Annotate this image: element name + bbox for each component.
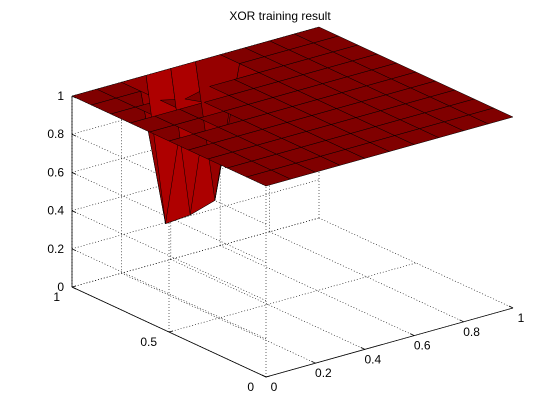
grid-line xyxy=(168,262,417,333)
x-tick-mark xyxy=(261,374,267,378)
z-tick-label: 0 xyxy=(57,280,64,294)
x-tick-label: 0.6 xyxy=(414,339,431,353)
axes-layer xyxy=(71,95,514,378)
z-tick-mark xyxy=(71,286,77,290)
grid-line xyxy=(71,210,267,301)
x-tick-mark xyxy=(311,360,316,364)
z-tick-mark xyxy=(71,248,77,252)
z-tick-label: 0.8 xyxy=(47,127,64,141)
grid-line xyxy=(269,231,464,323)
x-tick-mark xyxy=(360,347,365,350)
grid-line xyxy=(71,217,320,288)
y-tick-label: 1 xyxy=(53,290,60,304)
chart-title: XOR training result xyxy=(229,9,331,23)
z-tick-label: 1 xyxy=(57,89,64,103)
x-axis-line xyxy=(265,307,514,378)
z-tick-label: 0.2 xyxy=(47,242,64,256)
grid-line xyxy=(71,217,320,288)
y-tick-mark xyxy=(168,330,174,333)
x-tick-mark xyxy=(508,305,514,309)
x-tick-mark xyxy=(459,319,464,323)
x-tick-mark xyxy=(410,333,415,336)
y-tick-label: 0.5 xyxy=(140,335,157,349)
x-tick-label: 0.8 xyxy=(463,325,480,339)
surface-patch xyxy=(468,107,514,125)
y-tick-mark xyxy=(265,375,271,378)
z-tick-label: 0.4 xyxy=(47,204,64,218)
y-tick-mark xyxy=(71,285,77,288)
z-tick-mark xyxy=(71,172,77,175)
x-tick-label: 1 xyxy=(518,311,525,325)
grid-line xyxy=(71,179,320,250)
x-tick-label: 0 xyxy=(271,380,278,394)
x-tick-label: 0.4 xyxy=(364,352,381,366)
x-tick-label: 0.2 xyxy=(315,366,332,380)
y-tick-label: 0 xyxy=(247,380,254,394)
z-tick-mark xyxy=(71,133,77,137)
grid-line xyxy=(318,217,514,309)
z-tick-label: 0.6 xyxy=(47,165,64,179)
surface-layer xyxy=(71,26,514,224)
z-tick-mark xyxy=(71,210,77,213)
